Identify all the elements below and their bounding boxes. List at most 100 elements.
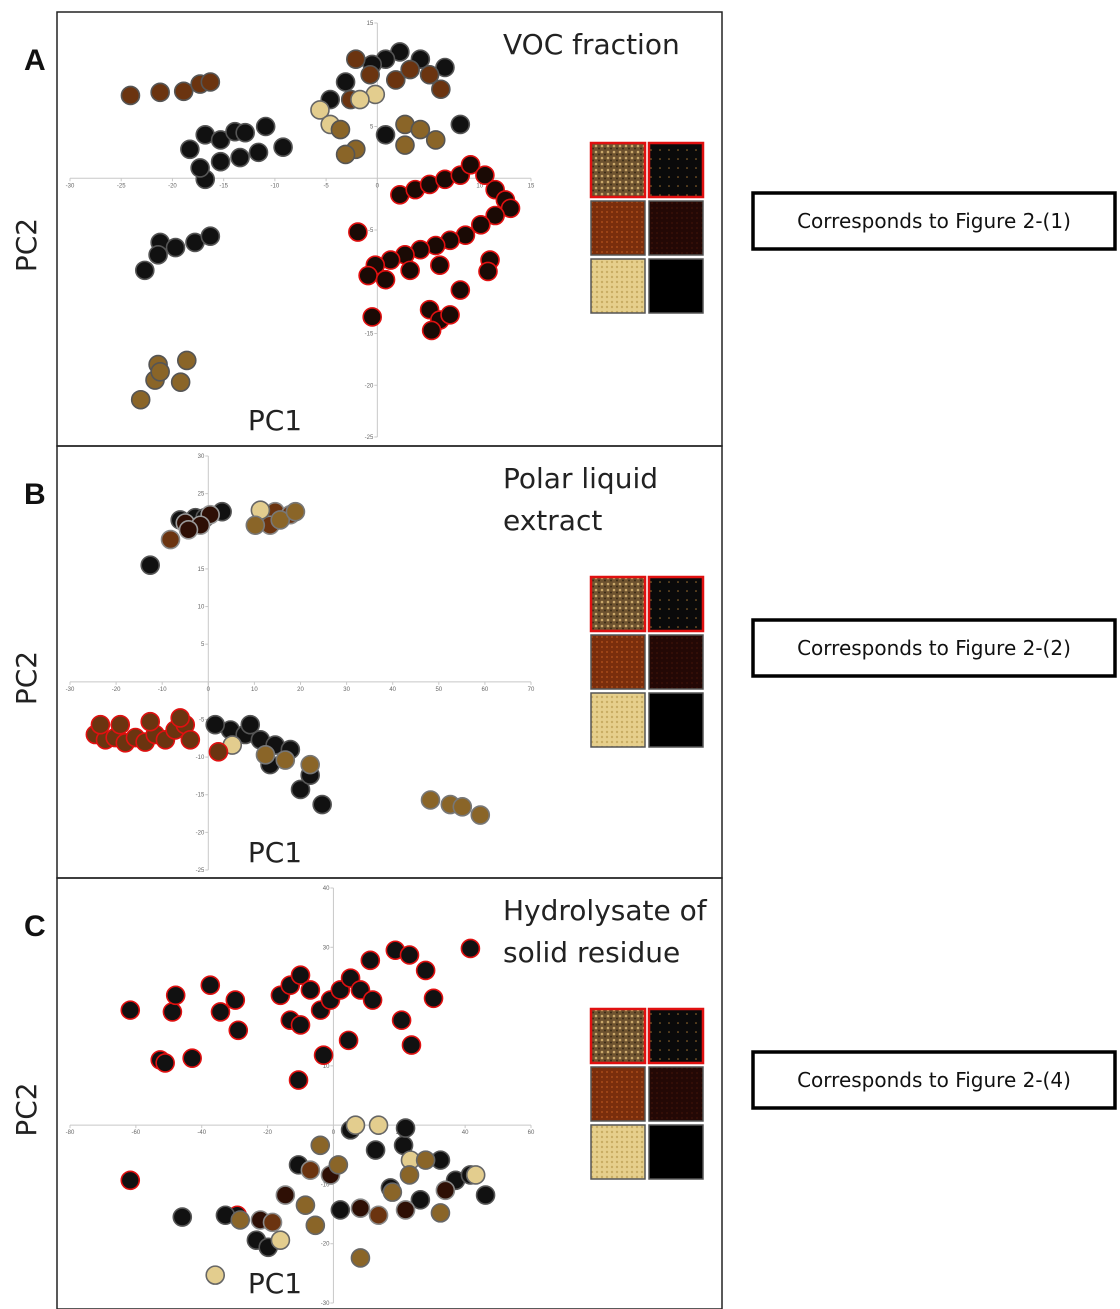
x-tick-label: -10 <box>271 183 280 189</box>
x-tick-label: 30 <box>343 687 350 693</box>
point <box>155 1053 175 1073</box>
x-tick-label: 15 <box>528 183 535 189</box>
point <box>465 1165 486 1185</box>
panel-title: VOC fraction <box>503 28 680 61</box>
point <box>395 1200 416 1220</box>
point <box>423 988 444 1009</box>
point <box>399 1165 420 1185</box>
point <box>205 714 226 735</box>
x-tick-label: -60 <box>132 1130 141 1136</box>
point <box>478 261 498 282</box>
x-tick-label: -15 <box>219 183 228 189</box>
thumbnail <box>648 692 704 748</box>
point <box>375 124 396 145</box>
point <box>180 139 200 160</box>
y-tick-label: 10 <box>198 605 205 611</box>
y-tick-label: 30 <box>323 945 330 951</box>
point <box>235 122 255 143</box>
point <box>415 1150 436 1170</box>
point <box>150 361 170 382</box>
point <box>180 729 201 750</box>
point <box>110 714 131 735</box>
panel-title: Hydrolysate of <box>503 894 708 927</box>
y-tick-label: -20 <box>365 383 374 389</box>
point <box>328 1155 349 1175</box>
thumbnail <box>590 258 646 314</box>
y-tick-label: -5 <box>199 717 205 723</box>
point <box>399 945 420 965</box>
point <box>430 255 450 275</box>
point <box>148 245 168 265</box>
thumbnail <box>590 692 646 748</box>
point <box>420 790 441 810</box>
point <box>120 1000 141 1020</box>
x-tick-label: 0 <box>332 1130 336 1136</box>
point <box>285 501 306 522</box>
point <box>358 265 378 286</box>
y-tick-label: 25 <box>198 492 205 498</box>
y-tick-label: 30 <box>198 454 205 460</box>
point <box>350 1198 371 1218</box>
point <box>440 305 460 325</box>
point <box>165 237 186 258</box>
point <box>290 779 311 800</box>
y-tick-label: -10 <box>196 755 205 761</box>
point <box>200 975 221 996</box>
point <box>210 130 231 150</box>
point <box>395 135 415 155</box>
point <box>225 990 246 1010</box>
y-tick-label: -10 <box>321 1182 330 1188</box>
panel-frame <box>56 877 723 1309</box>
point <box>362 307 383 327</box>
point <box>205 1265 226 1285</box>
point <box>182 1048 202 1068</box>
x-tick-label: -20 <box>168 183 177 189</box>
point <box>273 137 293 157</box>
point <box>400 260 420 281</box>
thumbnail <box>647 1007 705 1065</box>
x-tick-label: -10 <box>158 687 167 693</box>
point <box>400 59 420 80</box>
annotation-box <box>751 1050 1117 1110</box>
point <box>270 510 291 530</box>
x-tick-label: 60 <box>528 1130 535 1136</box>
x-axis-label: PC1 <box>248 836 302 869</box>
point <box>200 72 221 92</box>
annotation-box <box>751 618 1117 678</box>
point <box>288 1070 309 1090</box>
y-tick-label: 15 <box>198 567 205 573</box>
point <box>120 85 141 106</box>
point <box>475 1185 496 1205</box>
plot: -30 -20 -10 0 10 20 30 40 50 60 70 -25 -20 -15 -10 -5 5 1… <box>66 454 535 874</box>
point <box>140 711 161 732</box>
point <box>230 147 250 168</box>
point <box>401 1035 422 1055</box>
annotation-box <box>751 191 1117 251</box>
panel-label: C <box>24 910 46 943</box>
point <box>150 82 170 103</box>
panel: -30-25-20-15-10-5051015-25-20-15-10-5510… <box>10 11 1117 447</box>
x-tick-label: 70 <box>528 687 535 693</box>
point <box>345 1115 366 1135</box>
point <box>410 1190 431 1210</box>
y-tick-label: -15 <box>196 793 205 799</box>
point <box>172 1207 193 1227</box>
point <box>230 1210 251 1230</box>
point <box>431 79 451 100</box>
x-tick-label: -40 <box>197 1130 206 1136</box>
point <box>313 1045 334 1065</box>
x-tick-label: 40 <box>462 1130 469 1136</box>
point <box>375 269 396 290</box>
point <box>162 1002 183 1022</box>
point <box>485 205 505 226</box>
y-tick-label: 15 <box>367 21 374 27</box>
point <box>346 49 366 70</box>
point <box>200 226 221 247</box>
point <box>350 1248 371 1268</box>
point <box>305 1215 326 1236</box>
x-tick-label: 10 <box>251 687 258 693</box>
thumbnail <box>589 141 647 199</box>
point <box>255 745 276 765</box>
x-tick-label: 10 <box>476 183 483 189</box>
point <box>210 1002 231 1022</box>
